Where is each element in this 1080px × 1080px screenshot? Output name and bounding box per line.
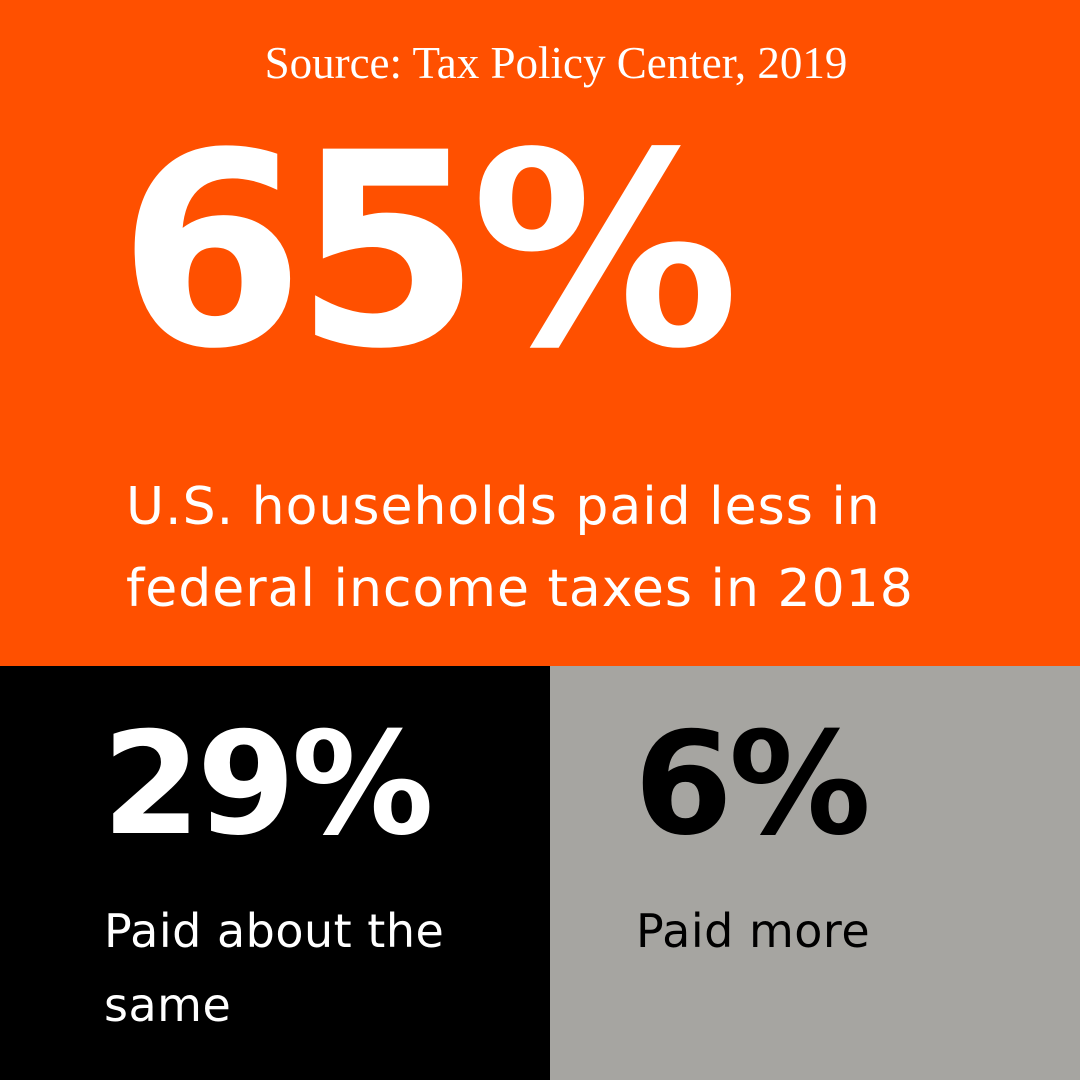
- stat-panel-same: 29% Paid about the same: [0, 666, 550, 1080]
- headline-description: U.S. households paid less in federal inc…: [126, 477, 914, 619]
- headline-panel: Source: Tax Policy Center, 2019 65% U.S.…: [118, 38, 914, 619]
- stat-more-label: Paid more: [636, 904, 871, 958]
- source-credit: Source: Tax Policy Center, 2019: [264, 38, 848, 88]
- stat-same-percentage: 29%: [102, 702, 434, 867]
- stat-same-label: Paid about the same: [104, 904, 445, 1032]
- stat-more-percentage: 6%: [634, 702, 871, 867]
- headline-percentage: 65%: [118, 96, 739, 408]
- stat-panel-more: 6% Paid more: [550, 666, 1080, 1080]
